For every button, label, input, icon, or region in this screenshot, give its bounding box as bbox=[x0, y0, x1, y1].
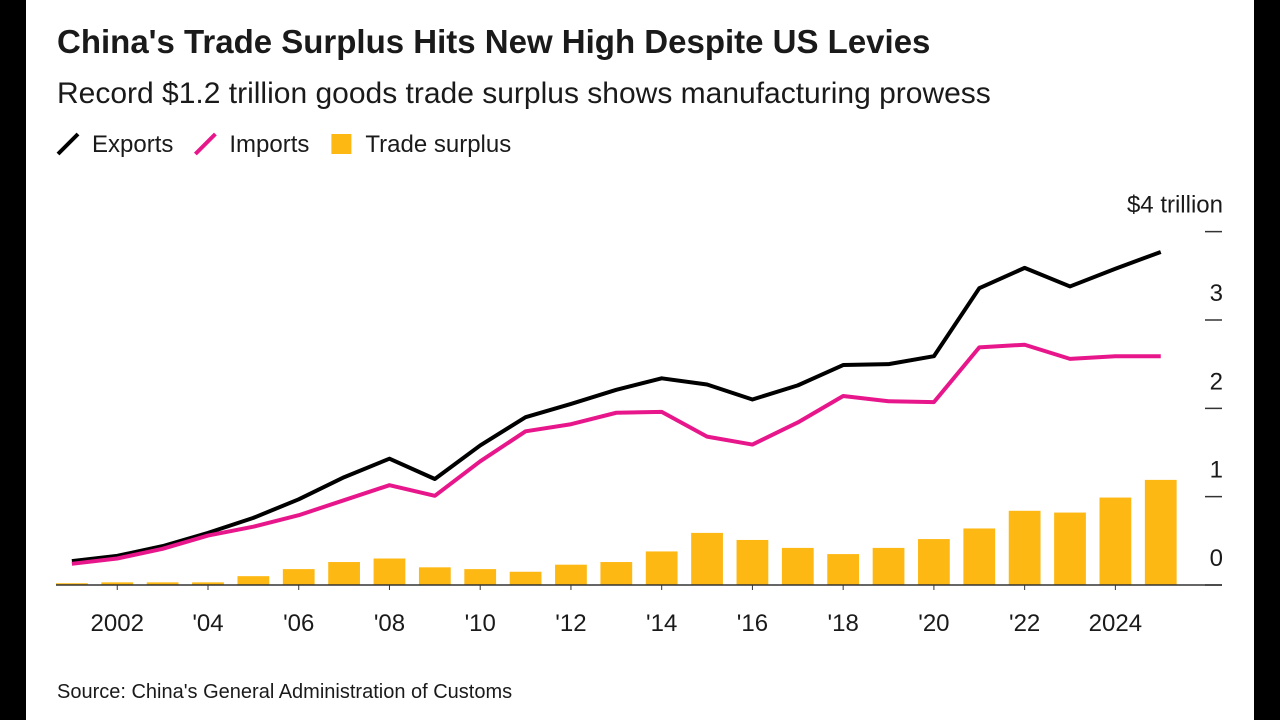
bar bbox=[146, 582, 179, 585]
bar bbox=[101, 582, 134, 585]
x-tick-label: '18 bbox=[828, 610, 859, 637]
x-tick-label: '04 bbox=[192, 610, 223, 637]
bar bbox=[1144, 479, 1177, 585]
bar bbox=[237, 576, 270, 585]
bar bbox=[192, 582, 224, 585]
bar bbox=[872, 547, 905, 585]
legend-swatch bbox=[56, 132, 80, 156]
bar bbox=[600, 562, 633, 585]
y-tick-label: 2 bbox=[1210, 368, 1223, 395]
bar bbox=[282, 569, 315, 585]
bar bbox=[555, 564, 587, 585]
panel bbox=[26, 0, 1254, 720]
legend-swatch bbox=[331, 134, 352, 154]
y-tick-label: $4 trillion bbox=[1127, 192, 1223, 219]
bar bbox=[509, 571, 542, 585]
x-tick-label: '20 bbox=[918, 610, 949, 637]
y-tick-label: 0 bbox=[1210, 545, 1223, 572]
y-tick-label: 3 bbox=[1210, 280, 1223, 307]
legend-label: Imports bbox=[229, 131, 309, 158]
source: Source: China's General Administration o… bbox=[57, 681, 512, 703]
bar bbox=[328, 562, 360, 585]
x-tick-label: '10 bbox=[465, 610, 496, 637]
bar bbox=[1054, 512, 1086, 585]
bar bbox=[963, 528, 996, 585]
line bbox=[71, 342, 1161, 566]
bar bbox=[691, 532, 723, 585]
x-tick-label: '06 bbox=[283, 610, 314, 637]
bar bbox=[464, 569, 497, 585]
legend-label: Exports bbox=[92, 131, 173, 158]
bar bbox=[781, 547, 814, 585]
x-tick-label: '08 bbox=[374, 610, 405, 637]
x-tick-label: '22 bbox=[1009, 610, 1040, 637]
x-tick-label: '16 bbox=[737, 610, 768, 637]
bar bbox=[1099, 497, 1132, 585]
bar bbox=[827, 554, 860, 585]
bar bbox=[373, 558, 406, 585]
bar bbox=[918, 539, 950, 585]
bar bbox=[56, 583, 88, 585]
chart-title: China's Trade Surplus Hits New High Desp… bbox=[57, 23, 930, 60]
y-tick-label: 1 bbox=[1210, 457, 1223, 484]
x-tick-label: 2024 bbox=[1089, 610, 1142, 637]
legend-swatch bbox=[193, 132, 217, 156]
x-tick-label: 2002 bbox=[91, 610, 144, 637]
line bbox=[71, 250, 1162, 564]
bar bbox=[645, 551, 678, 585]
bar bbox=[418, 567, 451, 585]
x-tick-label: '12 bbox=[555, 610, 586, 637]
chart-subtitle: Record $1.2 trillion goods trade surplus… bbox=[57, 77, 991, 110]
bar bbox=[736, 539, 769, 585]
x-tick-label: '14 bbox=[646, 610, 677, 637]
legend-label: Trade surplus bbox=[365, 131, 511, 158]
bar bbox=[1008, 510, 1041, 585]
